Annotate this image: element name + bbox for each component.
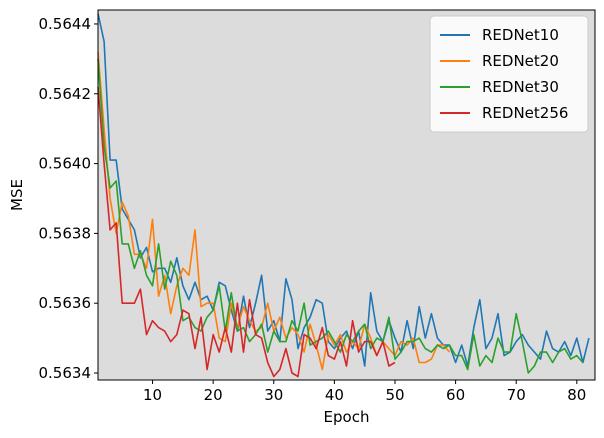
y-tick-label: 0.5636 — [39, 294, 92, 312]
legend-label: REDNet10 — [482, 26, 559, 44]
legend-label: REDNet256 — [482, 104, 568, 122]
y-axis-ticks: 0.5634 0.5636 0.5638 0.5640 0.5642 0.5644 — [39, 15, 98, 382]
x-axis-label: Epoch — [324, 408, 370, 426]
x-axis-ticks: 10 20 30 40 50 60 70 80 — [143, 380, 586, 404]
x-tick-label: 30 — [264, 386, 283, 404]
x-tick-label: 50 — [385, 386, 404, 404]
series-line-rednet30 — [97, 58, 584, 374]
y-tick-label: 0.5644 — [39, 15, 92, 33]
legend-box — [429, 15, 589, 133]
x-tick-label: 20 — [204, 386, 223, 404]
series-line-rednet10 — [97, 13, 590, 367]
y-tick-label: 0.5634 — [39, 364, 92, 382]
legend-label: REDNet20 — [482, 52, 559, 70]
series-line-rednet256 — [97, 86, 396, 378]
x-tick-label: 60 — [446, 386, 465, 404]
x-tick-label: 70 — [507, 386, 526, 404]
y-tick-label: 0.5638 — [39, 224, 92, 242]
x-tick-label: 10 — [143, 386, 162, 404]
x-tick-label: 40 — [325, 386, 344, 404]
y-axis-label: MSE — [8, 179, 26, 211]
legend-label: REDNet30 — [482, 78, 559, 96]
y-tick-label: 0.5640 — [39, 155, 92, 173]
legend: REDNet10 REDNet20 REDNet30 REDNet256 — [429, 15, 589, 133]
y-tick-label: 0.5642 — [39, 85, 92, 103]
plot-frame — [97, 9, 596, 381]
series-layer — [97, 13, 590, 378]
x-tick-label: 80 — [567, 386, 586, 404]
